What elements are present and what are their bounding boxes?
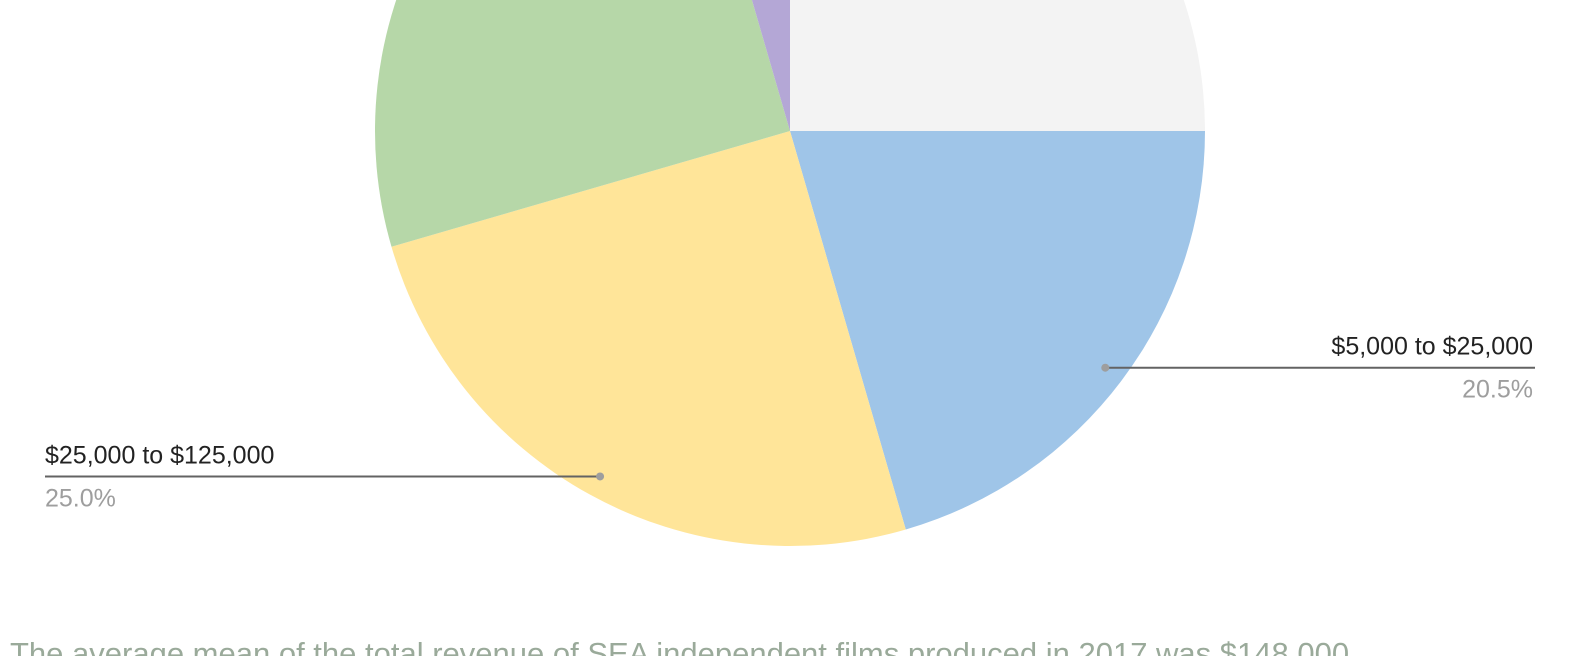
pie-slice — [790, 0, 1205, 131]
caption: The average mean of the total revenue of… — [10, 636, 1349, 656]
pie-slice — [375, 0, 790, 247]
leader-dot — [596, 472, 605, 481]
slice-label: $5,000 to $25,000 — [1331, 333, 1533, 361]
pie-slice — [391, 131, 906, 546]
slice-value: 20.5% — [1462, 376, 1533, 404]
pie-slice — [751, 0, 790, 131]
leader-dot — [1101, 363, 1110, 372]
pie-slice — [790, 131, 1205, 530]
slice-value: 25.0% — [45, 484, 116, 512]
slice-label: $25,000 to $125,000 — [45, 441, 274, 469]
